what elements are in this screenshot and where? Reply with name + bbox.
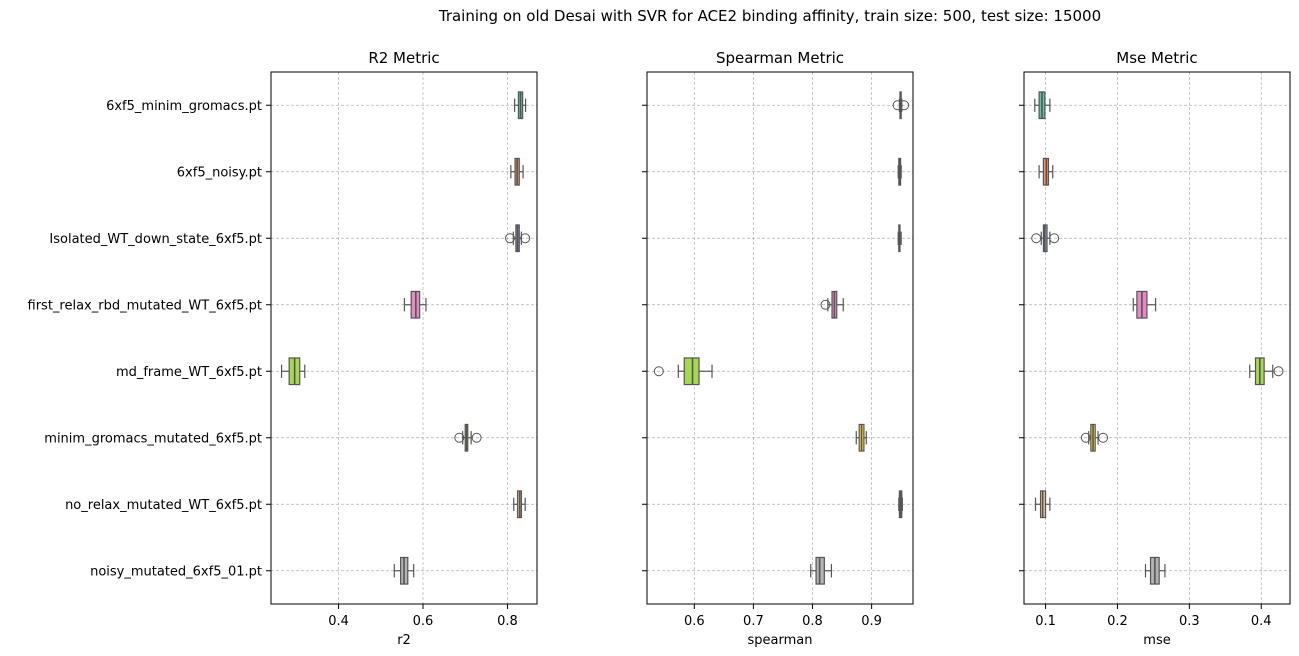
box-md_frame_WT_6xf5.pt bbox=[653, 357, 713, 386]
outlier-point bbox=[504, 233, 515, 244]
outlier-point bbox=[1049, 233, 1060, 244]
box-6xf5_noisy.pt bbox=[1038, 157, 1054, 186]
x-tick-label: 0.7 bbox=[743, 614, 764, 629]
box-no_relax_mutated_WT_6xf5.pt bbox=[513, 490, 526, 519]
panel-title: R2 Metric bbox=[368, 49, 439, 67]
y-tick-label: md_frame_WT_6xf5.pt bbox=[116, 365, 262, 380]
box-first_relax_rbd_mutated_WT_6xf5.pt bbox=[403, 290, 427, 319]
x-tick-label: 0.2 bbox=[1107, 614, 1128, 629]
box-6xf5_noisy.pt bbox=[510, 157, 524, 186]
x-axis-label: r2 bbox=[397, 633, 411, 648]
x-tick-label: 0.4 bbox=[1251, 614, 1272, 629]
outlier-point bbox=[1098, 432, 1109, 443]
plot-frame bbox=[270, 71, 538, 605]
panel-1: 0.4 0.6 0.8 6xf5_minim_gromacs.pt 6xf5_noisy… bbox=[28, 49, 538, 648]
box-no_relax_mutated_WT_6xf5.pt bbox=[898, 490, 903, 519]
box-minim_gromacs_mutated_6xf5.pt bbox=[454, 423, 482, 452]
box-md_frame_WT_6xf5.pt bbox=[280, 357, 306, 386]
x-tick-label: 0.9 bbox=[861, 614, 882, 629]
box-6xf5_noisy.pt bbox=[897, 157, 902, 186]
x-tick-label: 0.3 bbox=[1179, 614, 1200, 629]
box-Isolated_WT_down_state_6xf5.pt bbox=[504, 224, 531, 253]
x-axis-label: spearman bbox=[748, 633, 813, 648]
box-noisy_mutated_6xf5_01.pt bbox=[1144, 556, 1166, 585]
y-tick-label: Isolated_WT_down_state_6xf5.pt bbox=[49, 232, 262, 247]
outlier-point bbox=[653, 366, 664, 377]
y-tick-label: 6xf5_minim_gromacs.pt bbox=[106, 99, 262, 114]
outlier-point bbox=[454, 432, 465, 443]
box-iqr bbox=[683, 357, 700, 386]
figure-title: Training on old Desai with SVR for ACE2 … bbox=[438, 7, 1101, 25]
x-tick-label: 0.1 bbox=[1035, 614, 1056, 629]
box-noisy_mutated_6xf5_01.pt bbox=[393, 556, 415, 585]
outlier-point bbox=[899, 100, 910, 111]
box-Isolated_WT_down_state_6xf5.pt bbox=[897, 224, 902, 253]
box-noisy_mutated_6xf5_01.pt bbox=[810, 556, 833, 585]
x-tick-label: 0.8 bbox=[497, 614, 518, 629]
panel-title: Spearman Metric bbox=[716, 49, 844, 67]
y-tick-label: no_relax_mutated_WT_6xf5.pt bbox=[65, 498, 262, 513]
panel-2: 0.6 0.7 0.8 0.9 Spearman Metric spearman bbox=[642, 49, 914, 648]
outlier-point bbox=[1031, 233, 1042, 244]
outlier-point bbox=[892, 100, 903, 111]
x-axis-label: mse bbox=[1143, 633, 1170, 648]
box-6xf5_minim_gromacs.pt bbox=[1034, 91, 1051, 120]
outlier-point bbox=[820, 299, 831, 310]
box-md_frame_WT_6xf5.pt bbox=[1249, 357, 1284, 386]
box-6xf5_minim_gromacs.pt bbox=[892, 91, 910, 120]
box-first_relax_rbd_mutated_WT_6xf5.pt bbox=[1132, 290, 1157, 319]
box-6xf5_minim_gromacs.pt bbox=[514, 91, 527, 120]
x-tick-label: 0.8 bbox=[802, 614, 823, 629]
outlier-point bbox=[520, 233, 531, 244]
x-tick-label: 0.6 bbox=[684, 614, 705, 629]
box-Isolated_WT_down_state_6xf5.pt bbox=[1031, 224, 1060, 253]
box-first_relax_rbd_mutated_WT_6xf5.pt bbox=[820, 290, 844, 319]
y-tick-label: noisy_mutated_6xf5_01.pt bbox=[90, 564, 262, 579]
outlier-point bbox=[471, 432, 482, 443]
plot-frame bbox=[1023, 71, 1291, 605]
y-tick-label: minim_gromacs_mutated_6xf5.pt bbox=[44, 431, 262, 446]
panel-3: 0.1 0.2 0.3 0.4 Mse Metric mse bbox=[1019, 49, 1291, 648]
outlier-point bbox=[1080, 432, 1091, 443]
outlier-point bbox=[1273, 366, 1284, 377]
panel-title: Mse Metric bbox=[1116, 49, 1197, 67]
x-tick-label: 0.4 bbox=[328, 614, 349, 629]
box-minim_gromacs_mutated_6xf5.pt bbox=[855, 423, 867, 452]
x-tick-label: 0.6 bbox=[413, 614, 434, 629]
y-tick-label: 6xf5_noisy.pt bbox=[177, 165, 262, 180]
plot-frame bbox=[646, 71, 914, 605]
box-minim_gromacs_mutated_6xf5.pt bbox=[1080, 423, 1109, 452]
box-no_relax_mutated_WT_6xf5.pt bbox=[1034, 490, 1051, 519]
y-tick-label: first_relax_rbd_mutated_WT_6xf5.pt bbox=[28, 298, 262, 313]
